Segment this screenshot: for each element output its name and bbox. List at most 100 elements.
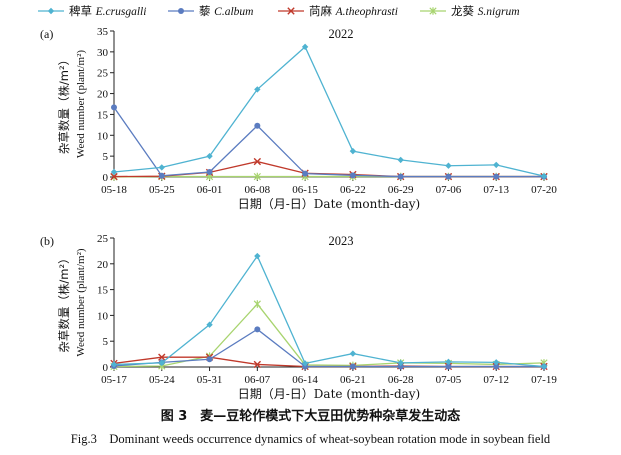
data-point <box>254 326 261 333</box>
y-tick-label: 15 <box>97 109 109 121</box>
figure-caption-chinese: 图 3 麦—豆轮作模式下大豆田优势种杂草发生动态 <box>160 409 461 424</box>
legend-label: 稗草 E.crusgalli <box>69 4 146 18</box>
y-tick-label: 10 <box>97 130 109 142</box>
data-point <box>397 363 404 370</box>
series-line <box>113 254 545 368</box>
panel-label: (b) <box>40 234 54 248</box>
x-tick-label: 06-01 <box>197 184 223 196</box>
data-point <box>254 86 261 93</box>
series-1 <box>110 43 548 180</box>
x-axis-label: 日期（月-日）Date (month-day) <box>238 387 421 400</box>
legend-label: 藜 C.album <box>199 4 253 18</box>
legend-marker <box>287 7 295 15</box>
series-2 <box>111 104 547 180</box>
legend-item-2: 藜 C.album <box>168 4 253 18</box>
x-tick-label: 06-22 <box>340 184 366 196</box>
chart-title: 2022 <box>329 27 354 41</box>
x-tick-label: 05-25 <box>149 184 175 196</box>
data-point <box>493 173 500 180</box>
data-point <box>397 173 404 180</box>
data-point <box>445 162 452 169</box>
y-axis-label-english: Weed number (plant/m²) <box>75 248 87 356</box>
y-tick-label: 20 <box>97 259 109 271</box>
x-tick-label: 06-29 <box>388 184 414 196</box>
x-axis-label: 日期（月-日）Date (month-day) <box>238 197 421 211</box>
x-tick-label: 06-21 <box>340 374 366 386</box>
data-point <box>206 356 213 363</box>
legend-marker <box>178 8 184 14</box>
data-point <box>349 363 356 370</box>
x-tick-label: 05-18 <box>101 184 127 196</box>
data-point <box>349 350 357 357</box>
panel-b-2023: 0 5 10 15 20 25 05-17 05-24 05-31 06-07 06-14 06-21… <box>40 233 557 400</box>
data-point <box>445 358 452 366</box>
data-point <box>253 360 262 369</box>
y-tick-label: 0 <box>103 172 109 184</box>
x-tick-label: 06-08 <box>244 184 270 196</box>
y-tick-label: 0 <box>103 362 109 374</box>
data-point <box>110 361 118 368</box>
data-point <box>301 360 309 367</box>
data-point <box>111 104 117 111</box>
x-tick-label: 07-12 <box>483 374 509 386</box>
legend-item-4: 龙葵 S.nigrum <box>420 4 520 18</box>
data-point <box>110 168 118 176</box>
data-point <box>253 157 262 166</box>
data-point <box>493 161 500 169</box>
series-line <box>113 106 544 178</box>
x-tick-label: 07-06 <box>436 184 462 196</box>
y-tick-label: 25 <box>97 68 109 80</box>
legend-label: 龙葵 S.nigrum <box>451 4 520 18</box>
legend-marker <box>47 7 55 15</box>
legend-item-3: 苘麻 A.theophrasti <box>278 4 398 18</box>
data-point <box>349 172 356 179</box>
data-point <box>254 122 261 129</box>
panel-a-2022: 0 5 10 15 20 25 30 35 05-18 05-25 06-01 06-08 06-15 0… <box>40 26 557 211</box>
x-tick-label: 05-31 <box>197 374 223 386</box>
y-tick-label: 25 <box>97 233 109 245</box>
x-tick-label: 06-14 <box>292 374 318 386</box>
data-point <box>301 43 309 51</box>
weed-dynamics-figure: 稗草 E.crusgalli 藜 C.album 苘麻 A.theophrasti 龙… <box>38 4 557 400</box>
data-point <box>158 353 166 361</box>
data-point <box>302 170 309 177</box>
y-tick-label: 5 <box>103 336 109 348</box>
data-point <box>158 359 165 367</box>
series-4 <box>110 300 548 371</box>
series-1 <box>110 252 548 370</box>
data-point <box>206 168 213 175</box>
y-tick-label: 10 <box>97 310 109 322</box>
panel-label: (a) <box>40 27 53 41</box>
chart-legend: 稗草 E.crusgalli 藜 C.album 苘麻 A.theophrasti 龙… <box>38 4 520 18</box>
y-tick-label: 30 <box>97 47 109 59</box>
series-line <box>113 45 545 177</box>
data-point <box>158 164 165 171</box>
y-tick-label: 5 <box>103 151 109 163</box>
x-tick-label: 05-24 <box>149 374 175 386</box>
x-tick-label: 06-15 <box>292 184 318 196</box>
y-axis-label-chinese: 杂草数量（株/m²） <box>57 252 71 352</box>
x-tick-label: 07-13 <box>483 184 509 196</box>
data-point <box>349 147 357 155</box>
y-axis-label-english: Weed number (plant/m²) <box>75 50 87 158</box>
x-tick-label: 07-05 <box>436 374 462 386</box>
x-tick-label: 07-19 <box>531 374 557 386</box>
y-tick-label: 35 <box>97 26 109 38</box>
chart-title: 2023 <box>329 234 354 248</box>
data-point <box>397 156 404 164</box>
data-point <box>158 172 165 179</box>
data-point <box>493 363 500 370</box>
data-point <box>253 300 261 308</box>
x-tick-label: 05-17 <box>101 374 127 386</box>
data-point <box>254 252 261 260</box>
data-point <box>540 363 548 370</box>
y-tick-label: 20 <box>97 89 109 101</box>
data-point <box>253 172 261 181</box>
series-line <box>113 328 544 368</box>
x-tick-label: 06-07 <box>244 374 270 386</box>
legend-label: 苘麻 A.theophrasti <box>309 4 398 18</box>
x-tick-label: 07-20 <box>531 184 557 196</box>
data-point <box>206 321 213 328</box>
y-axis-label-chinese: 杂草数量（株/m²） <box>57 54 71 154</box>
figure-caption-english: Fig.3 Dominant weeds occurrence dynamics… <box>70 432 551 446</box>
